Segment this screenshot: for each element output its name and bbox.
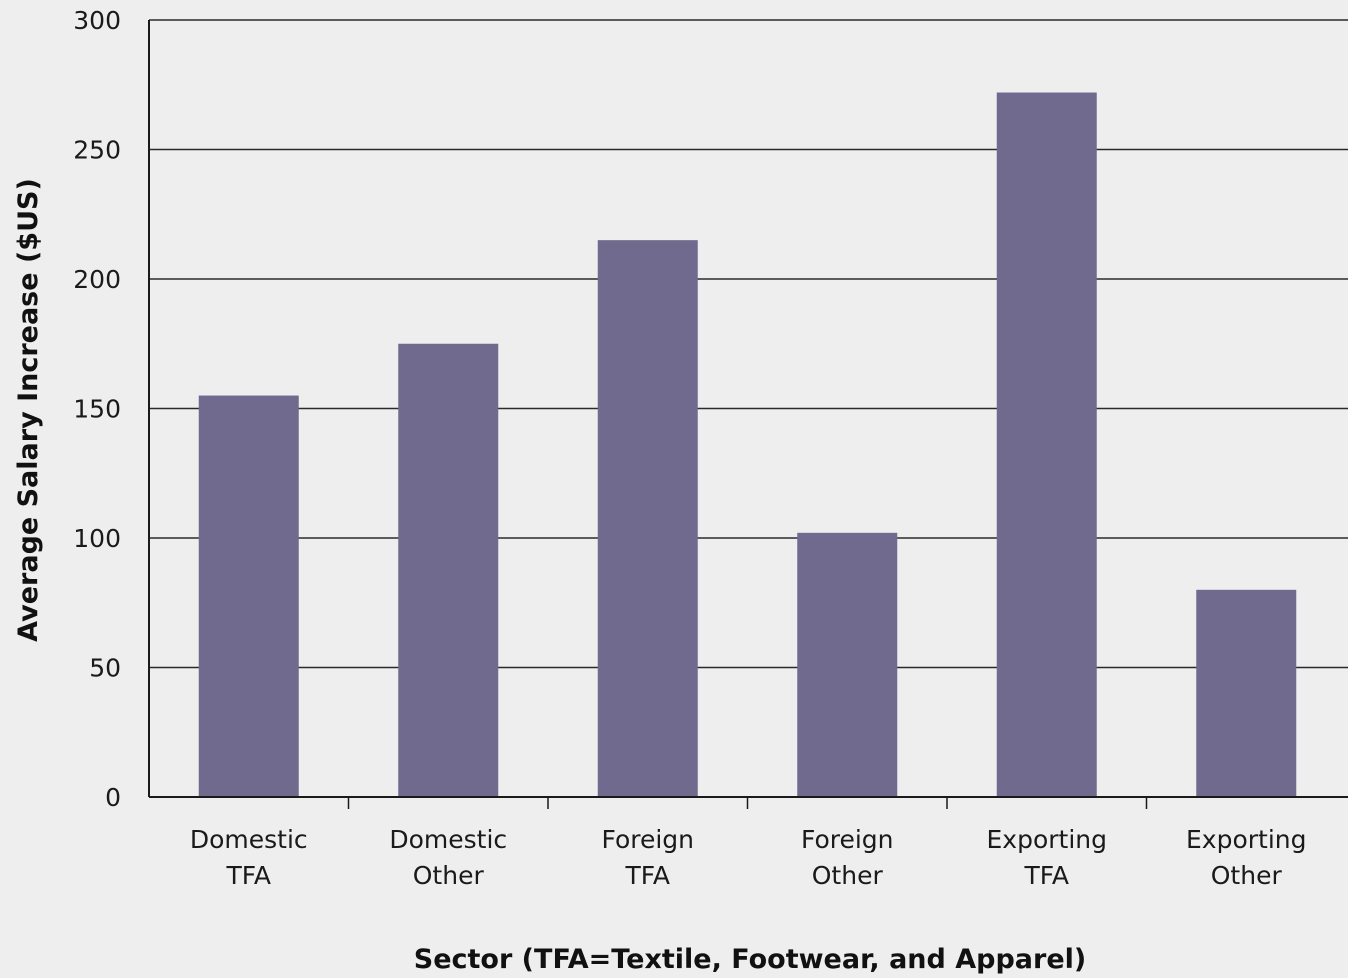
y-axis-title: Average Salary Increase ($US) bbox=[13, 178, 44, 642]
x-tick-label: Domestic bbox=[389, 825, 507, 854]
bar bbox=[398, 343, 499, 797]
x-tick-label: TFA bbox=[226, 861, 271, 890]
y-tick-label: 200 bbox=[73, 265, 121, 294]
y-tick-label: 0 bbox=[105, 783, 121, 812]
bar bbox=[797, 532, 898, 797]
y-tick-label: 50 bbox=[89, 654, 121, 683]
bar bbox=[1196, 589, 1297, 797]
x-tick-label: Domestic bbox=[190, 825, 308, 854]
y-tick-label: 100 bbox=[73, 524, 121, 553]
bar bbox=[198, 395, 299, 797]
y-tick-label: 250 bbox=[73, 136, 121, 165]
x-tick-label: TFA bbox=[1024, 861, 1069, 890]
x-tick-label: Foreign bbox=[801, 825, 894, 854]
x-tick-label: Other bbox=[413, 861, 485, 890]
x-tick-label: Other bbox=[1211, 861, 1283, 890]
x-axis-title: Sector (TFA=Textile, Footwear, and Appar… bbox=[414, 944, 1087, 975]
x-tick-label: Foreign bbox=[601, 825, 694, 854]
x-tick-label: TFA bbox=[625, 861, 670, 890]
x-tick-label: Other bbox=[812, 861, 884, 890]
y-tick-label: 300 bbox=[73, 6, 121, 35]
y-tick-label: 150 bbox=[73, 395, 121, 424]
x-tick-label: Exporting bbox=[1186, 825, 1307, 854]
bar bbox=[597, 240, 698, 797]
bar bbox=[996, 92, 1097, 797]
x-tick-label: Exporting bbox=[987, 825, 1108, 854]
